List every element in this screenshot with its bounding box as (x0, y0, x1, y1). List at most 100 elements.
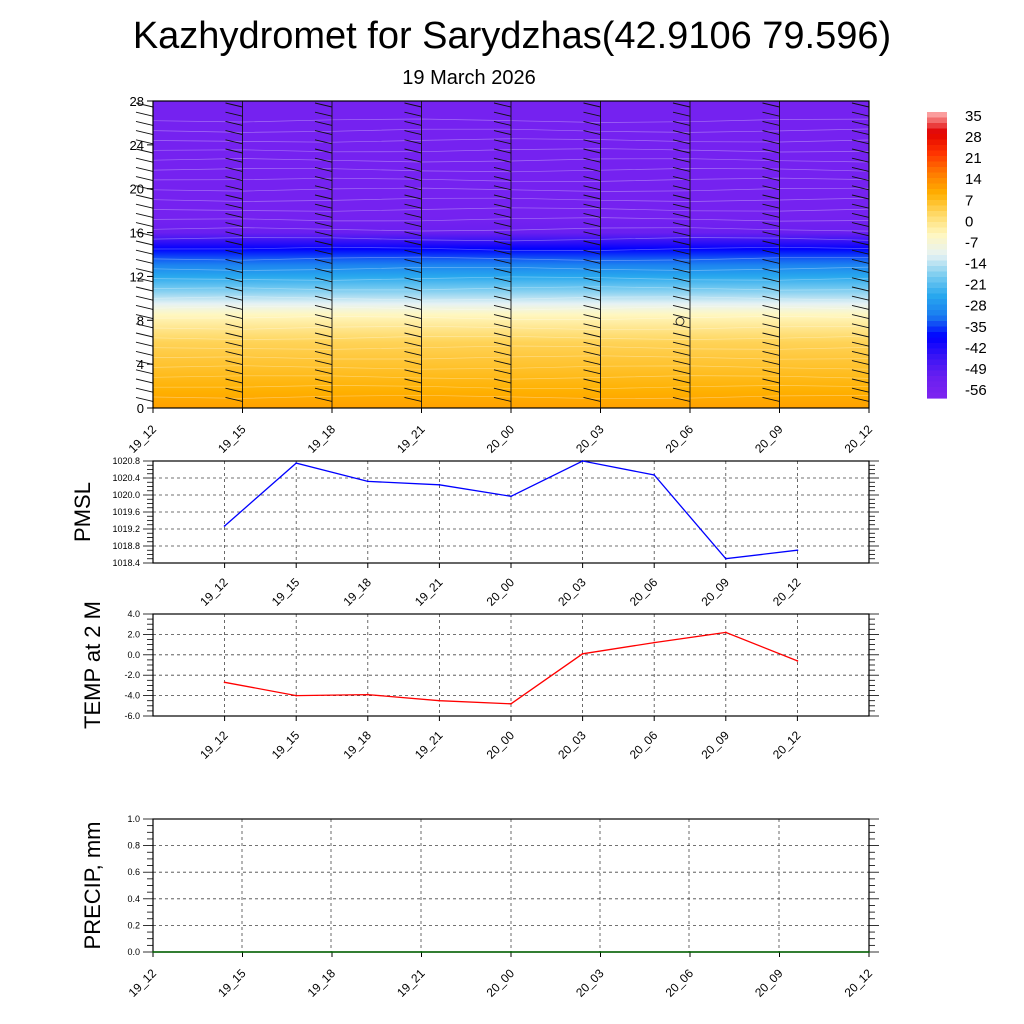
y-tick-label: 0 (137, 401, 144, 416)
wind-barb-column (314, 101, 333, 408)
wind-barb-flag (851, 341, 870, 347)
wind-barb-flag (314, 249, 333, 255)
wind-barb-flag (583, 314, 601, 320)
wind-barb-flag (314, 166, 333, 172)
wind-barb-flag (135, 249, 154, 255)
x-tick-label: 20_06 (663, 422, 697, 456)
wind-barb-flag (493, 130, 512, 136)
y-tick-label: 0.2 (127, 920, 140, 930)
wind-barb-flag (314, 341, 333, 347)
wind-barb-flag (225, 286, 243, 292)
colorbar-segment (927, 128, 947, 135)
colorbar-segment (927, 172, 947, 179)
wind-barb-flag (404, 166, 422, 172)
wind-barb-flag (135, 350, 154, 356)
wind-barb-flag (672, 157, 691, 163)
wind-barb-flag (135, 157, 154, 163)
colorbar-segment (927, 337, 947, 344)
wind-barb-flag (762, 130, 780, 136)
colorbar-segment (927, 381, 947, 388)
wind-barb-flag (672, 222, 691, 228)
wind-barb-flag (851, 176, 870, 182)
x-tick-label: 20_12 (770, 728, 804, 762)
wind-barb-flag (672, 369, 691, 375)
wind-barb-flag (851, 258, 870, 264)
x-tick-label: 20_06 (663, 966, 697, 1000)
data-point (223, 525, 226, 527)
wind-barb-flag (762, 378, 780, 384)
wind-barb-flag (672, 323, 691, 329)
colorbar-label: -49 (965, 361, 987, 378)
wind-barb-flag (493, 139, 512, 145)
wind-barb-flag (762, 240, 780, 246)
wind-barb-flag (225, 396, 243, 402)
wind-barb-flag (404, 369, 422, 375)
wind-barb-flag (225, 222, 243, 228)
wind-barb-flag (225, 203, 243, 209)
wind-barb-flag (493, 120, 512, 126)
x-tick-label: 20_03 (555, 728, 589, 762)
wind-barb-flag (135, 258, 154, 264)
colorbar-segment (927, 156, 947, 163)
colorbar-label: 0 (965, 213, 973, 230)
wind-barb-flag (404, 139, 422, 145)
wind-barb-flag (314, 102, 333, 108)
wind-barb-flag (583, 203, 601, 209)
wind-barbs (135, 101, 870, 408)
data-point (796, 660, 799, 662)
wind-barb-flag (135, 111, 154, 117)
wind-barb-flag (762, 194, 780, 200)
wind-barb-flag (851, 378, 870, 384)
wind-barb-flag (314, 350, 333, 356)
wind-barb-flag (851, 360, 870, 366)
wind-barb-flag (225, 387, 243, 393)
wind-barb-flag (672, 176, 691, 182)
wind-barb-column (225, 101, 243, 408)
wind-barb-flag (314, 360, 333, 366)
wind-barb-flag (672, 120, 691, 126)
wind-barb-flag (851, 111, 870, 117)
x-tick-label: 20_09 (752, 422, 786, 456)
wind-barb-flag (225, 314, 243, 320)
colorbar-segment (927, 359, 947, 366)
x-tick-label: 20_03 (555, 575, 589, 609)
data-point (438, 699, 441, 702)
calm-wind-marker (675, 316, 685, 326)
wind-barb-flag (135, 268, 154, 274)
x-tick-label: 19_21 (394, 422, 428, 456)
wind-barb-flag (135, 332, 154, 338)
wind-barb-flag (314, 203, 333, 209)
wind-barb-flag (135, 304, 154, 310)
y-tick-label: -6.0 (124, 711, 140, 721)
wind-barb-flag (851, 120, 870, 126)
wind-barb-flag (583, 350, 601, 356)
wind-barb-flag (672, 341, 691, 347)
wind-barb-flag (404, 222, 422, 228)
wind-barb-flag (762, 304, 780, 310)
data-point (510, 951, 512, 953)
wind-barb-flag (314, 314, 333, 320)
wind-barb-flag (762, 387, 780, 393)
wind-barb-flag (225, 102, 243, 108)
wind-barb-flag (583, 194, 601, 200)
colorbar-segment (927, 205, 947, 212)
wind-barb-flag (851, 240, 870, 246)
colorbar-segment (927, 271, 947, 278)
x-tick-label: 19_12 (197, 575, 231, 609)
colorbar-segment (927, 227, 947, 234)
colorbar-segment (927, 167, 947, 174)
wind-barb-flag (762, 323, 780, 329)
wind-barb-flag (851, 350, 870, 356)
wind-barb-flag (404, 341, 422, 347)
x-tick-label: 19_15 (215, 966, 249, 1000)
wind-barb-flag (583, 268, 601, 274)
wind-barb-flag (225, 258, 243, 264)
wind-barb-flag (762, 314, 780, 320)
wind-barb-flag (583, 222, 601, 228)
wind-barb-flag (404, 176, 422, 182)
wind-barb-flag (225, 166, 243, 172)
wind-barb-flag (225, 176, 243, 182)
colorbar-segment (927, 315, 947, 322)
wind-barb-flag (314, 332, 333, 338)
wind-barb-flag (135, 378, 154, 384)
